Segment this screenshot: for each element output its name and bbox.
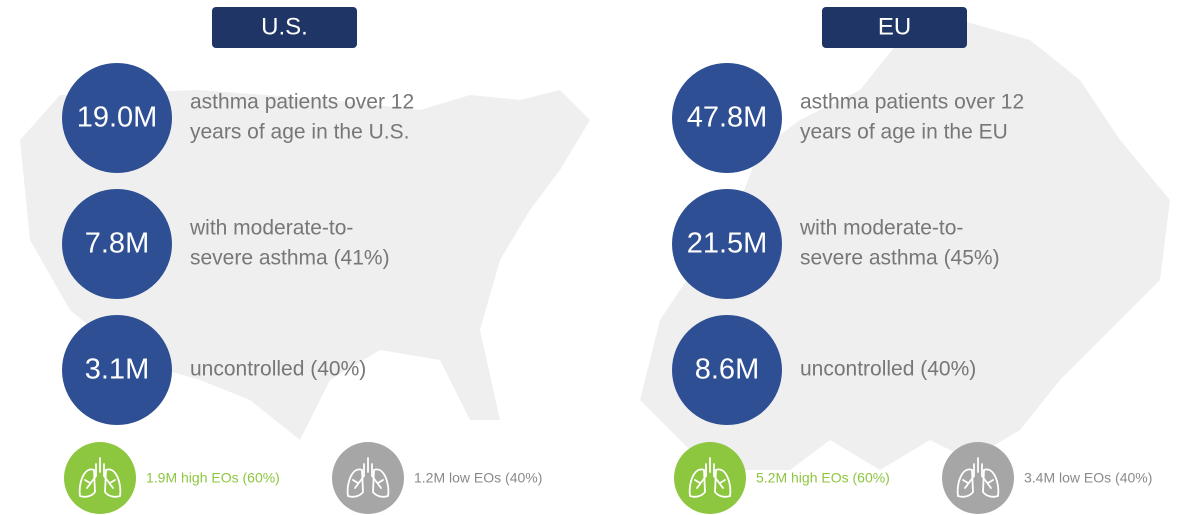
- stat-description: years of age in the U.S.: [190, 121, 409, 144]
- stat-description: uncontrolled (40%): [800, 358, 976, 381]
- stat-circle: [62, 63, 172, 173]
- lung-shape: [956, 457, 1000, 498]
- stat-description: uncontrolled (40%): [190, 358, 366, 381]
- eos-label: 5.2M high EOs (60%): [756, 470, 890, 486]
- stat-value: 8.6M: [695, 354, 759, 386]
- stat-circle: [62, 189, 172, 299]
- stat-value: 21.5M: [687, 228, 768, 260]
- stat-circle: [62, 315, 172, 425]
- lung-icon: [956, 457, 1000, 498]
- lung-shape: [78, 457, 122, 498]
- stat-value: 3.1M: [85, 354, 149, 386]
- stat-description: with moderate-to-: [799, 217, 963, 240]
- stat-description: asthma patients over 12: [800, 91, 1024, 114]
- stat-circle: [672, 315, 782, 425]
- panel-header-box: [822, 7, 967, 48]
- lung-shape: [346, 457, 390, 498]
- stat-description: severe asthma (41%): [190, 247, 390, 270]
- panel-header-box: [212, 7, 357, 48]
- lung-shape: [688, 457, 732, 498]
- stat-value: 7.8M: [85, 228, 149, 260]
- lung-icon: [346, 457, 390, 498]
- panel-title: U.S.: [261, 13, 308, 40]
- eos-circle: [942, 442, 1014, 514]
- panel-title: EU: [878, 13, 911, 40]
- stat-circle: [672, 63, 782, 173]
- eos-label: 1.2M low EOs (40%): [414, 470, 542, 486]
- lung-icon: [688, 457, 732, 498]
- stat-description: with moderate-to-: [189, 217, 353, 240]
- eos-circle: [674, 442, 746, 514]
- eos-circle: [64, 442, 136, 514]
- stat-value: 19.0M: [77, 102, 158, 134]
- stat-description: asthma patients over 12: [190, 91, 414, 114]
- stat-description: years of age in the EU: [800, 121, 1008, 144]
- lung-icon: [78, 457, 122, 498]
- eos-circle: [332, 442, 404, 514]
- eos-label: 3.4M low EOs (40%): [1024, 470, 1152, 486]
- stat-circle: [672, 189, 782, 299]
- stat-description: severe asthma (45%): [800, 247, 1000, 270]
- eos-label: 1.9M high EOs (60%): [146, 470, 280, 486]
- stat-value: 47.8M: [687, 102, 768, 134]
